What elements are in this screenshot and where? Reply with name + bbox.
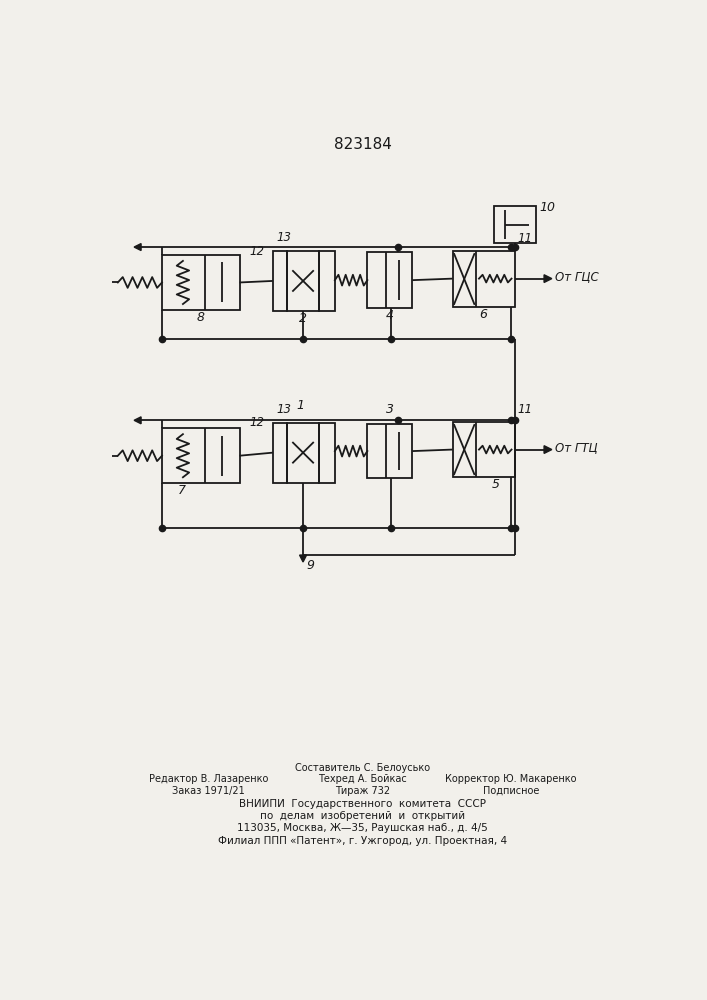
Text: 1: 1 xyxy=(296,399,304,412)
Text: Филиал ППП «Патент», г. Ужгород, ул. Проектная, 4: Филиал ППП «Патент», г. Ужгород, ул. Про… xyxy=(218,836,508,846)
Text: 8: 8 xyxy=(197,311,205,324)
Bar xyxy=(368,424,412,478)
Text: 11: 11 xyxy=(518,403,533,416)
Text: Составитель С. Белоуськo: Составитель С. Белоуськo xyxy=(295,763,431,773)
Text: 113035, Москва, Ж—35, Раушская наб., д. 4/5: 113035, Москва, Ж—35, Раушская наб., д. … xyxy=(238,823,488,833)
Bar xyxy=(162,255,240,310)
Text: 7: 7 xyxy=(177,484,185,497)
Text: Корректор Ю. Макаренко: Корректор Ю. Макаренко xyxy=(445,774,576,784)
Bar xyxy=(273,251,287,311)
Text: 11: 11 xyxy=(518,232,533,245)
Text: Техред А. Бойкас: Техред А. Бойкас xyxy=(318,774,407,784)
Text: Редактор В. Лазаренко: Редактор В. Лазаренко xyxy=(148,774,268,784)
Text: 13: 13 xyxy=(276,231,292,244)
Text: От ГЦС: От ГЦС xyxy=(555,270,599,283)
Text: Подписное: Подписное xyxy=(483,786,539,796)
Text: 4: 4 xyxy=(386,309,394,322)
Bar xyxy=(368,252,412,308)
Text: по  делам  изобретений  и  открытий: по делам изобретений и открытий xyxy=(260,811,465,821)
Text: 3: 3 xyxy=(386,403,394,416)
Polygon shape xyxy=(300,555,307,562)
Text: 12: 12 xyxy=(250,416,265,429)
Bar xyxy=(287,423,320,483)
Bar xyxy=(320,423,335,483)
Text: 9: 9 xyxy=(307,559,315,572)
Bar xyxy=(273,423,287,483)
Bar xyxy=(452,251,515,307)
Text: 10: 10 xyxy=(539,201,556,214)
Bar xyxy=(320,251,335,311)
Text: Тираж 732: Тираж 732 xyxy=(335,786,390,796)
Polygon shape xyxy=(134,417,141,424)
Text: От ГТЦ: От ГТЦ xyxy=(555,441,597,454)
Bar xyxy=(162,428,240,483)
Bar xyxy=(287,251,320,311)
Bar xyxy=(493,206,537,243)
Text: 13: 13 xyxy=(276,403,292,416)
Text: 5: 5 xyxy=(491,478,499,491)
Text: Заказ 1971/21: Заказ 1971/21 xyxy=(172,786,245,796)
Text: 823184: 823184 xyxy=(334,137,392,152)
Polygon shape xyxy=(134,244,141,251)
Text: ВНИИПИ  Государственного  комитета  СССР: ВНИИПИ Государственного комитета СССР xyxy=(239,799,486,809)
Bar xyxy=(452,422,515,477)
Text: 12: 12 xyxy=(250,245,265,258)
Text: 2: 2 xyxy=(299,312,307,325)
Polygon shape xyxy=(544,446,552,453)
Text: 6: 6 xyxy=(479,308,488,321)
Polygon shape xyxy=(544,275,552,282)
